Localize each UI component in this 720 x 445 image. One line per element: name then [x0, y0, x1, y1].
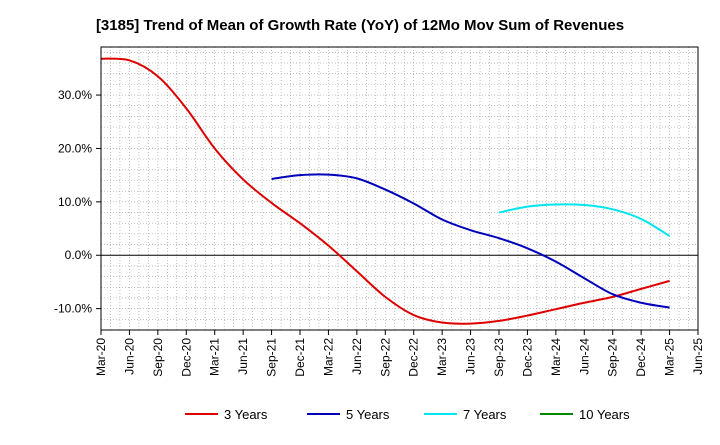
y-tick-label: 0.0%: [65, 248, 93, 262]
x-tick-label: Sep-22: [378, 338, 392, 377]
x-tick-label: Dec-21: [293, 338, 307, 377]
x-tick-label: Jun-21: [236, 338, 250, 375]
legend-label: 3 Years: [224, 407, 268, 422]
x-tick-label: Dec-24: [634, 338, 648, 377]
x-tick-label: Jun-23: [464, 338, 478, 375]
legend-label: 7 Years: [463, 407, 507, 422]
grid: [100, 47, 699, 331]
x-tick-label: Mar-21: [208, 338, 222, 376]
x-tick-label: Mar-25: [663, 338, 677, 376]
x-tick-label: Jun-22: [350, 338, 364, 375]
x-axis-ticks: Mar-20 Jun-20 Sep-20 Dec-20 Mar-21 Jun-21 Sep-…: [94, 330, 705, 377]
legend: 3 Years 5 Years 7 Years 10 Years: [185, 407, 630, 422]
x-tick-label: Dec-22: [407, 338, 421, 377]
chart-title: [3185] Trend of Mean of Growth Rate (YoY…: [96, 17, 624, 34]
x-tick-label: Sep-24: [606, 338, 620, 377]
plot-frame: [100, 46, 699, 331]
y-axis-ticks: 30.0% 20.0% 10.0% 0.0% -10.0%: [54, 88, 101, 316]
x-tick-label: Dec-20: [179, 338, 193, 377]
x-tick-label: Jun-20: [122, 338, 136, 375]
x-tick-label: Jun-25: [691, 338, 705, 375]
legend-label: 10 Years: [579, 407, 630, 422]
series-line-7-years: [498, 203, 671, 237]
series-line-5-years: [271, 173, 670, 309]
x-tick-label: Sep-21: [265, 338, 279, 377]
series-line-3-years: [100, 57, 670, 325]
x-tick-label: Jun-24: [577, 338, 591, 375]
x-tick-label: Dec-23: [520, 338, 534, 377]
x-tick-label: Mar-24: [549, 338, 563, 376]
series-lines: [100, 57, 671, 325]
x-tick-label: Mar-20: [94, 338, 108, 376]
y-tick-label: -10.0%: [54, 302, 92, 316]
x-tick-label: Mar-22: [321, 338, 335, 376]
y-tick-label: 30.0%: [58, 88, 92, 102]
legend-label: 5 Years: [346, 407, 390, 422]
y-tick-label: 20.0%: [58, 141, 92, 155]
y-tick-label: 10.0%: [58, 195, 92, 209]
x-tick-label: Sep-20: [151, 338, 165, 377]
x-tick-label: Sep-23: [492, 338, 506, 377]
x-tick-label: Mar-23: [435, 338, 449, 376]
